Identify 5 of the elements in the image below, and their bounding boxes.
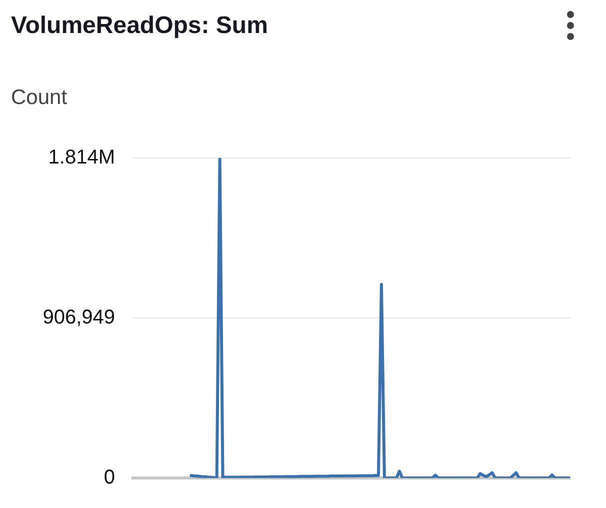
y-tick-label: 906,949	[42, 306, 115, 329]
y-tick-label: 0	[104, 466, 115, 489]
y-axis-title: Count	[11, 86, 68, 110]
y-tick-label: 1.814M	[48, 146, 115, 169]
chart-title: VolumeReadOps: Sum	[11, 12, 268, 40]
